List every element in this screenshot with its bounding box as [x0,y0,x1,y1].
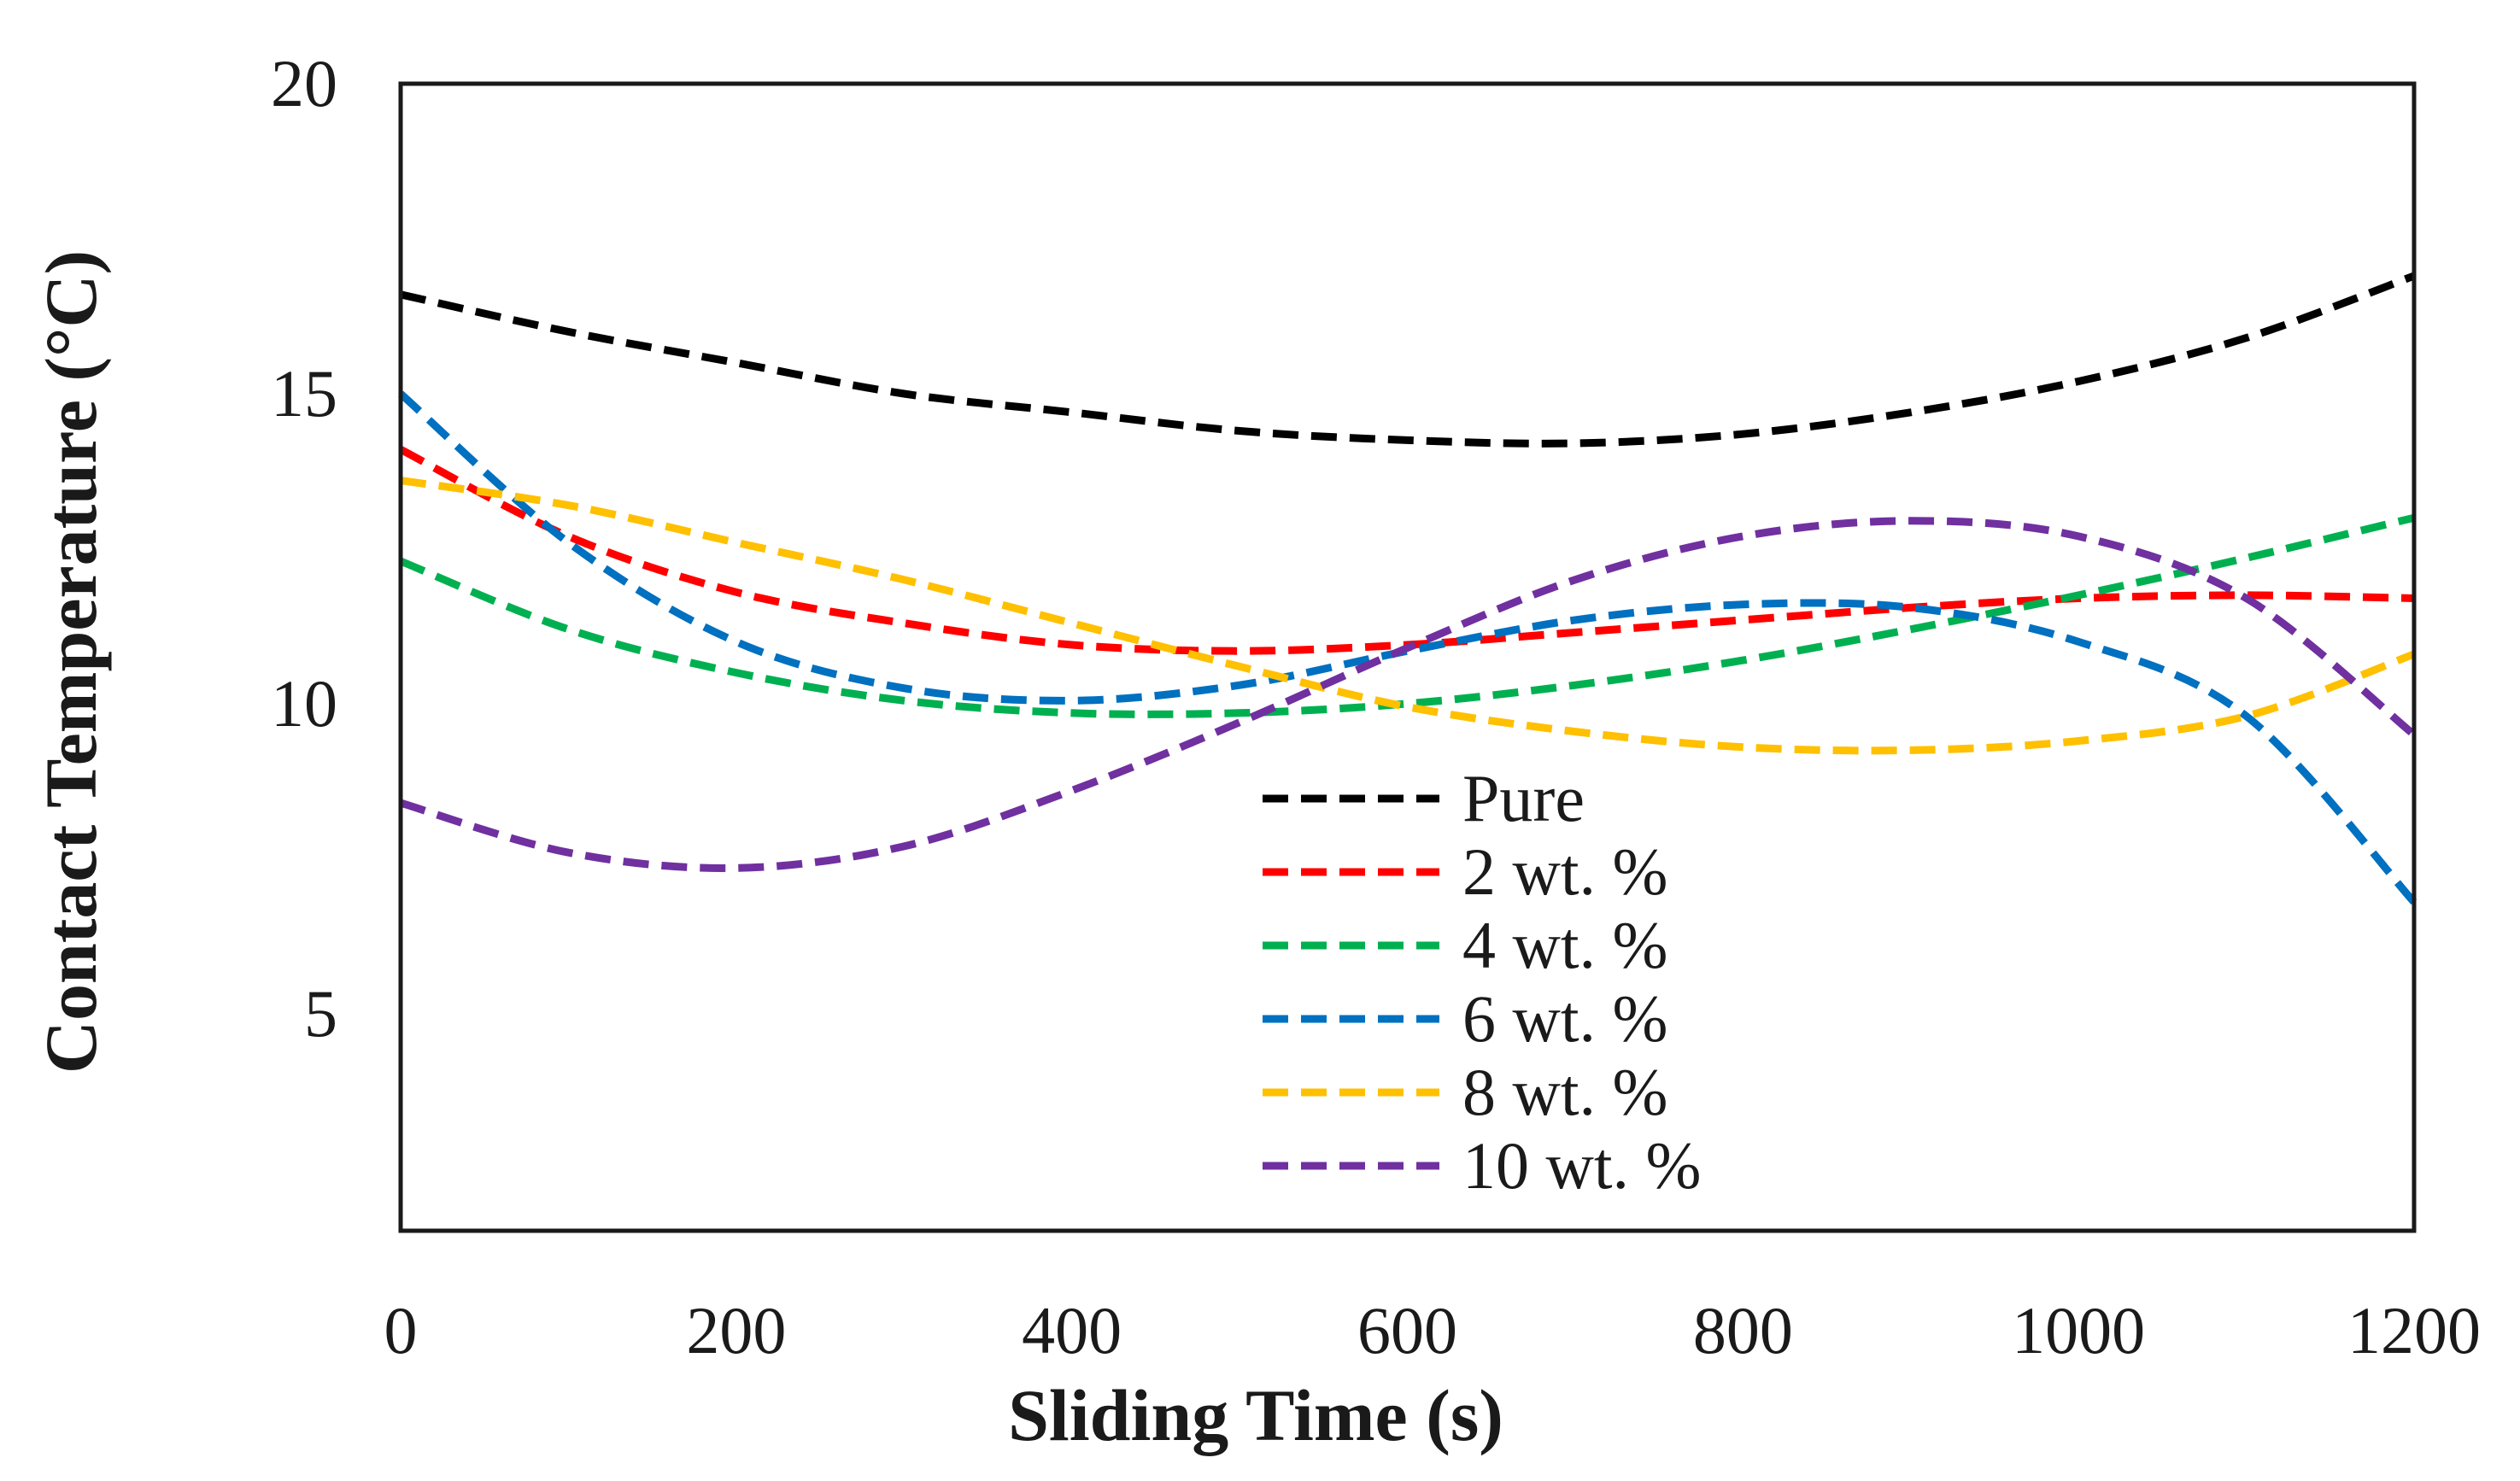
legend-label: 8 wt. % [1462,1055,1667,1129]
legend-label: Pure [1462,761,1585,835]
legend-item: 4 wt. % [1263,908,1667,982]
series-line-10-wt [399,517,2417,872]
legend-item: 8 wt. % [1263,1055,1667,1129]
x-axis-title: Sliding Time (s) [1008,1374,1503,1456]
x-tick-label: 600 [1357,1293,1457,1367]
legend-item: 6 wt. % [1263,981,1667,1056]
legend-item: Pure [1263,761,1585,835]
series-line-2-wt [398,446,2415,655]
series-line-6-wt [398,390,2417,905]
series-line-pure [400,272,2416,448]
y-tick-label: 10 [271,666,337,740]
legend-label: 4 wt. % [1462,908,1667,982]
y-tick-label: 20 [271,46,337,120]
series-lines [398,272,2417,905]
x-tick-label: 800 [1693,1293,1793,1367]
axis-tick-labels: 0 200 400 600 800 1000 1200 5 10 15 20 [271,46,2481,1367]
legend-label: 6 wt. % [1462,981,1667,1056]
x-tick-label: 1200 [2347,1293,2481,1367]
x-tick-label: 1000 [2012,1293,2145,1367]
x-tick-label: 200 [686,1293,786,1367]
legend-item: 10 wt. % [1263,1128,1701,1203]
legend-item: 2 wt. % [1263,834,1667,909]
x-tick-label: 0 [384,1293,418,1367]
y-tick-label: 15 [271,356,337,430]
y-axis-title: Contact Temperature (°C) [30,250,112,1074]
y-tick-label: 5 [304,976,337,1051]
x-tick-label: 400 [1022,1293,1122,1367]
legend-label: 10 wt. % [1462,1128,1701,1203]
legend-label: 2 wt. % [1462,834,1667,909]
series-line-4-wt [399,513,2416,718]
series-line-8-wt [400,477,2416,755]
plot-area-frame [398,81,2417,1233]
